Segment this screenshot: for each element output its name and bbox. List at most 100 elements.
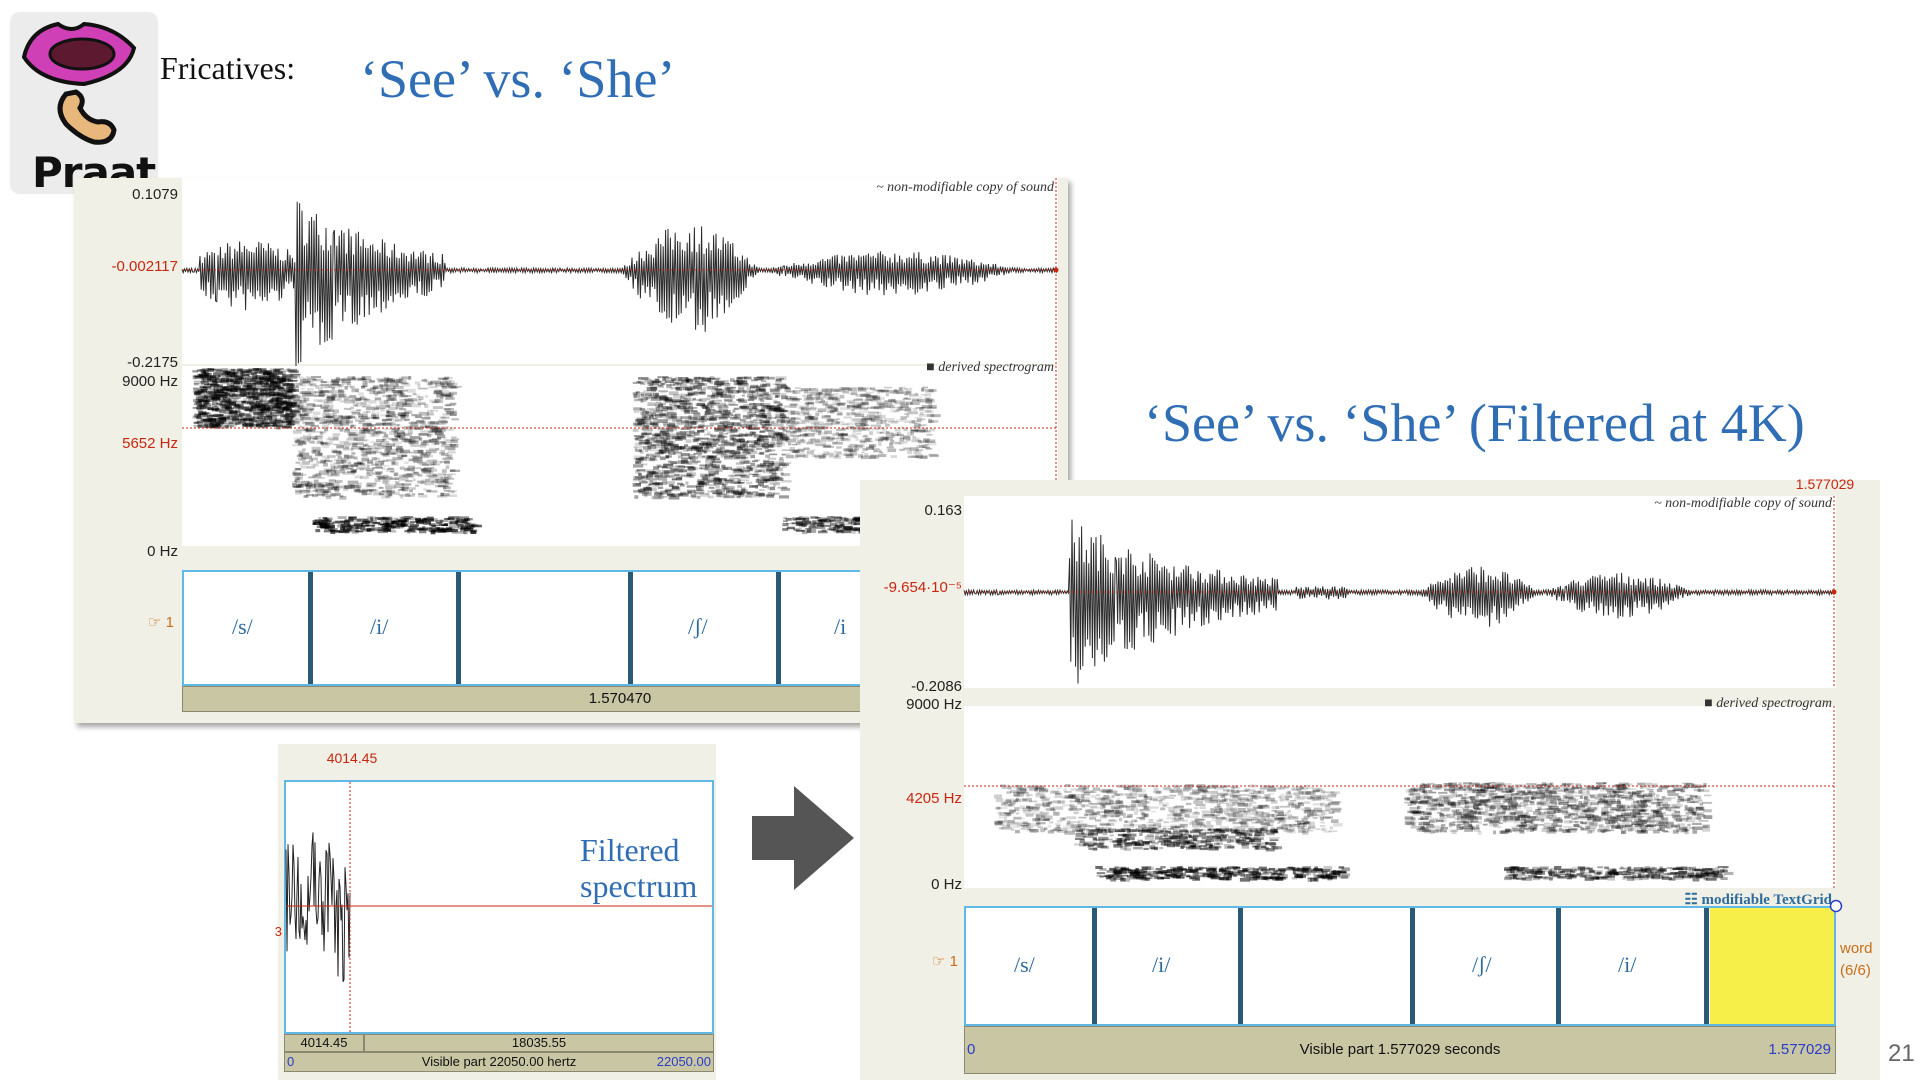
spectrogram-cell: [435, 519, 444, 523]
spectrogram-cell: [290, 373, 301, 376]
spectrogram-cell: [687, 491, 692, 494]
spectrogram-cell: [332, 433, 340, 436]
spectrogram-cell: [826, 436, 836, 440]
interval-boundary[interactable]: [628, 572, 633, 684]
spectrogram-cell: [251, 406, 261, 409]
spectrogram-cell: [762, 383, 767, 388]
spectrogram-plot[interactable]: ■ derived spectrogram: [182, 360, 1058, 546]
spectrogram-cell: [378, 384, 384, 387]
spectrogram-cell: [925, 399, 932, 404]
spectrogram-cell: [305, 403, 316, 406]
spectrogram-cell: [428, 381, 433, 386]
waveform-plot[interactable]: ~ non-modifiable copy of sound: [181, 178, 1059, 368]
spectrogram-cell: [1144, 824, 1154, 827]
spectrogram-cell: [305, 376, 310, 379]
spectrogram-cell: [442, 413, 451, 416]
interval-label[interactable]: /i/: [370, 614, 389, 639]
spectrogram-cell: [314, 436, 323, 440]
spectrogram-cell: [655, 378, 660, 381]
spectrogram-cell: [738, 434, 742, 437]
spectrogram-cell: [387, 467, 394, 470]
spectrogram-cell: [385, 414, 391, 417]
spectrogram-cell: [754, 459, 760, 461]
spectrogram-cell: [244, 409, 252, 412]
spectrogram-cell: [274, 368, 281, 371]
spectrogram-cell: [820, 524, 831, 527]
spectrogram-cell: [736, 446, 743, 450]
spectrogram-cell: [427, 409, 433, 413]
spectrogram-cell: [1028, 828, 1038, 831]
spectrogram-cell: [213, 391, 221, 396]
spectrogram-cell: [1049, 821, 1054, 824]
spectrogram-cell: [344, 429, 350, 433]
waveform-plot[interactable]: ~ non-modifiable copy of sound: [963, 496, 1837, 688]
spectrogram-cell: [697, 425, 703, 429]
interval-label[interactable]: /i: [834, 614, 847, 639]
interval-boundary[interactable]: [456, 572, 461, 684]
spectrogram-cell: [351, 470, 355, 475]
spectrum-visible-bar[interactable]: 0 Visible part 22050.00 hertz 22050.00: [284, 1052, 714, 1072]
interval-boundary[interactable]: [776, 572, 781, 684]
spectrogram-cell: [791, 443, 797, 446]
spectrum-left-bar[interactable]: 4014.45: [284, 1034, 364, 1052]
spectrogram-cell: [346, 382, 351, 385]
spectrogram-cell: [393, 392, 403, 396]
spectrogram-cell: [686, 379, 690, 383]
spectrogram-cell: [1078, 829, 1084, 833]
spectrogram-cell: [922, 399, 934, 401]
spectrogram-cell: [1281, 825, 1288, 829]
spectrogram-cell: [386, 417, 394, 420]
spectrogram-cell: [236, 369, 246, 373]
spectrogram-cell: [202, 418, 214, 421]
spectrogram-cell: [926, 410, 934, 414]
spectrogram-cell: [774, 394, 779, 398]
spectrogram-cell: [329, 522, 334, 526]
spectrogram-cell: [879, 403, 886, 408]
spectrogram-cell: [287, 368, 297, 372]
spectrogram-cell: [656, 482, 667, 485]
spectrogram-cell: [699, 443, 705, 447]
spectrogram-cell: [261, 404, 266, 409]
spectrogram-cell: [404, 468, 415, 472]
spectrogram-cell: [266, 388, 278, 391]
spectrogram-cell: [921, 405, 933, 409]
spectrogram-cell: [906, 387, 913, 391]
spectrogram-cell: [305, 486, 311, 490]
spectrogram-cell: [1149, 829, 1157, 832]
spectrogram-cell: [314, 488, 324, 492]
spectrogram-cell: [273, 412, 283, 416]
spectrogram-cell: [431, 428, 443, 432]
spectrogram-cell: [748, 473, 758, 476]
interval-label[interactable]: /s/: [232, 614, 253, 639]
spectrogram-cell: [759, 451, 765, 455]
spectrogram-cell: [239, 412, 245, 417]
spectrogram-cell: [446, 384, 454, 387]
spectrogram-cell: [798, 523, 809, 526]
spectrogram-cell: [390, 453, 398, 455]
wave-bottom-value: -0.2175: [127, 354, 178, 371]
spectrogram-plot[interactable]: ■ derived spectrogram: [964, 696, 1836, 888]
spectrogram-cell: [1081, 804, 1085, 809]
spectrum-right-bar[interactable]: 18035.55: [364, 1034, 714, 1052]
spectrogram-cell: [699, 480, 705, 484]
spectrogram-cell: [851, 412, 856, 416]
spectrogram-cell: [796, 454, 806, 458]
spectrogram-cell: [772, 433, 781, 437]
spectrogram-cell: [1089, 830, 1096, 832]
spectrogram-cell: [771, 408, 778, 411]
spectrogram-cell: [338, 420, 342, 424]
spectrogram-cell: [732, 438, 740, 442]
spectrogram-cell: [816, 396, 820, 400]
spectrum-plot[interactable]: [284, 780, 714, 1034]
spectrogram-cell: [751, 445, 757, 449]
interval-boundary[interactable]: [308, 572, 313, 684]
spectrogram-cell: [287, 383, 293, 386]
spectrogram-cell: [428, 447, 440, 451]
spectrogram-cell: [1305, 791, 1316, 795]
spectrogram-cell: [712, 466, 721, 469]
spectrogram-cell: [325, 417, 336, 420]
interval-label[interactable]: /ʃ/: [688, 614, 708, 639]
spectrogram-cell: [796, 439, 806, 443]
spectrogram-cell: [408, 422, 417, 425]
spectrogram-cell: [310, 393, 315, 397]
